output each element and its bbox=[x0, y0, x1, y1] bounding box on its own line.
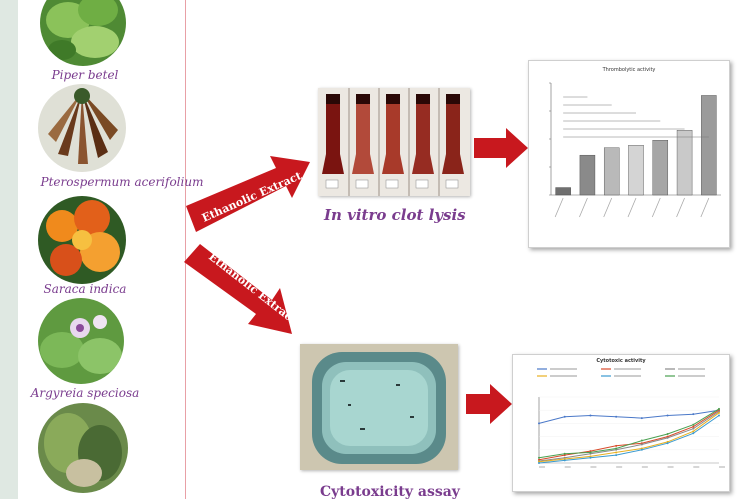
bar bbox=[603, 147, 620, 196]
series-point bbox=[692, 432, 695, 435]
series-point bbox=[666, 436, 669, 439]
series-point bbox=[718, 411, 720, 414]
series-point bbox=[589, 456, 592, 459]
series-point bbox=[615, 451, 618, 454]
series-point bbox=[640, 439, 643, 442]
bar-category-label bbox=[603, 197, 613, 218]
plant-label-piper-betel: Piper betel bbox=[51, 68, 119, 82]
line-chart-plot bbox=[537, 368, 725, 468]
bar-category-label bbox=[676, 197, 685, 218]
bar bbox=[628, 145, 644, 196]
series-point bbox=[666, 432, 669, 435]
series-point bbox=[692, 413, 695, 416]
series-point bbox=[615, 444, 618, 447]
series-point bbox=[615, 447, 618, 450]
series-line bbox=[538, 409, 720, 424]
series-point bbox=[692, 430, 695, 433]
series-point bbox=[563, 415, 566, 418]
bar bbox=[579, 154, 596, 196]
arrow-to-clot-lysis bbox=[186, 156, 310, 232]
bar bbox=[676, 130, 693, 196]
bar-category-label bbox=[651, 197, 661, 218]
series-point bbox=[692, 427, 695, 430]
bar bbox=[555, 187, 571, 196]
series-point bbox=[666, 414, 669, 417]
plant-label-pterospermum: Pterospermum acerifolium bbox=[40, 175, 204, 189]
series-line bbox=[538, 412, 720, 463]
series-line bbox=[538, 408, 720, 459]
series-point bbox=[563, 452, 566, 455]
series-point bbox=[589, 414, 592, 417]
arrow-to-line-chart bbox=[466, 384, 512, 424]
series-point bbox=[538, 462, 540, 464]
left-margin bbox=[0, 0, 18, 499]
series-point bbox=[538, 422, 540, 425]
divider-line bbox=[185, 0, 186, 499]
series-point bbox=[666, 442, 669, 445]
series-point bbox=[615, 454, 618, 457]
bar-category-label bbox=[579, 197, 588, 218]
arrow-to-bar-chart bbox=[474, 128, 528, 168]
bar bbox=[652, 140, 669, 196]
series-point bbox=[718, 407, 720, 410]
series-point bbox=[640, 443, 643, 446]
bar-chart-title: Thrombolytic activity bbox=[602, 67, 656, 73]
series-point bbox=[563, 459, 566, 462]
cytotoxicity-photo bbox=[300, 344, 458, 470]
series-point bbox=[640, 417, 643, 420]
bar-category-label bbox=[627, 197, 637, 218]
series-point bbox=[615, 415, 618, 418]
bar-chart-thrombolytic: Thrombolytic activity bbox=[528, 60, 730, 248]
series-point bbox=[718, 414, 720, 417]
series-point bbox=[640, 448, 643, 451]
series-line bbox=[538, 415, 720, 464]
series-point bbox=[692, 423, 695, 426]
series-point bbox=[692, 425, 695, 428]
plant-label-argyreia-speciosa: Argyreia speciosa bbox=[30, 386, 140, 400]
plant-image-argyreia-speciosa bbox=[38, 298, 124, 384]
caption-cytotoxicity: Cytotoxicity assay bbox=[320, 484, 460, 499]
plant-image-pterospermum bbox=[38, 84, 126, 172]
caption-clot-lysis: In vitro clot lysis bbox=[324, 206, 466, 224]
line-chart-cytotoxic: Cytotoxic activity bbox=[512, 354, 730, 492]
bar bbox=[701, 95, 717, 196]
plant-image-fifth bbox=[38, 403, 128, 493]
line-chart-title: Cytotoxic activity bbox=[596, 358, 646, 364]
series-line bbox=[538, 411, 720, 462]
bar-chart-plot bbox=[549, 82, 721, 218]
arrow-label-bottom: Ethanolic Extract bbox=[206, 250, 299, 327]
series-point bbox=[589, 451, 592, 454]
plant-image-saraca-indica bbox=[38, 196, 126, 284]
plant-label-saraca-indica: Saraca indica bbox=[43, 282, 127, 296]
arrow-to-cytotoxicity bbox=[184, 244, 292, 334]
bar-category-label bbox=[554, 197, 564, 218]
bar-category-label bbox=[700, 197, 710, 218]
clot-lysis-photo bbox=[318, 88, 470, 196]
plant-image-piper-betel bbox=[40, 0, 126, 66]
series-point bbox=[538, 456, 540, 459]
